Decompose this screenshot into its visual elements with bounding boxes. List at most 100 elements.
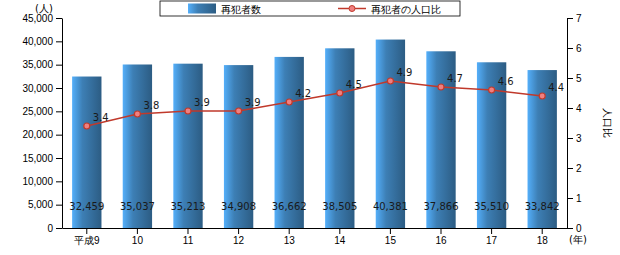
tick: 45,000 — [22, 13, 62, 24]
tick: 2 — [567, 163, 582, 174]
tick-label: 0 — [576, 223, 582, 234]
tick-mark — [567, 48, 573, 49]
data-label: 4.9 — [396, 67, 412, 78]
marker — [539, 93, 545, 99]
tick-label: 10 — [132, 235, 144, 246]
marker — [387, 78, 393, 84]
tick-label: 6 — [576, 43, 582, 54]
tick-label: 平成9 — [74, 235, 100, 246]
tick-label: 4 — [576, 103, 582, 114]
tick-mark — [56, 65, 62, 66]
data-label: 36,662 — [272, 201, 307, 212]
tick-mark — [390, 228, 391, 234]
marks — [72, 40, 557, 228]
tick-label: 13 — [284, 235, 296, 246]
tick: 30,000 — [22, 83, 62, 94]
tick-label: 40,000 — [22, 36, 53, 47]
tick: 0 — [567, 223, 582, 234]
tick: 3 — [567, 133, 582, 144]
tick-label: 20,000 — [22, 129, 53, 140]
tick: 18 — [537, 228, 549, 246]
data-label: 4.7 — [447, 73, 463, 84]
tick-label: 15,000 — [22, 153, 53, 164]
marker — [236, 108, 242, 114]
marker — [134, 111, 140, 117]
tick-label: 10,000 — [22, 176, 53, 187]
tick: 14 — [334, 228, 346, 246]
data-label: 4.2 — [295, 88, 311, 99]
data-label: 4.6 — [498, 76, 514, 87]
tick-label: 14 — [334, 235, 346, 246]
marker — [489, 87, 495, 93]
tick-mark — [56, 18, 62, 19]
marker — [438, 84, 444, 90]
tick-mark — [567, 138, 573, 139]
tick-label: 5,000 — [28, 199, 53, 210]
chart: 0 5,000 10,000 15,000 20,000 25,000 30,000 35,0… — [0, 0, 620, 255]
tick-mark — [56, 205, 62, 206]
legend-marker — [349, 6, 355, 12]
tick-mark — [56, 158, 62, 159]
y2-axis-line — [567, 19, 568, 229]
data-label: 32,459 — [69, 201, 104, 212]
tick: 4 — [567, 103, 582, 114]
tick-mark — [441, 228, 442, 234]
data-label: 3.4 — [93, 112, 109, 123]
tick-label: 30,000 — [22, 83, 53, 94]
tick: 平成9 — [74, 228, 100, 246]
tick: 11 — [183, 228, 194, 246]
tick: 25,000 — [22, 106, 62, 117]
tick-mark — [56, 228, 62, 229]
data-label: 37,866 — [424, 201, 459, 212]
data-label: 4.5 — [346, 79, 362, 90]
data-label: 40,381 — [373, 201, 408, 212]
tick: 15 — [385, 228, 397, 246]
tick-mark — [56, 41, 62, 42]
line — [87, 81, 542, 126]
tick: 12 — [233, 228, 245, 246]
tick: 20,000 — [22, 129, 62, 140]
tick-label: 11 — [183, 235, 194, 246]
data-label: 35,213 — [170, 201, 205, 212]
tick: 40,000 — [22, 36, 62, 47]
data-label: 3.8 — [143, 100, 159, 111]
plot: 0 5,000 10,000 15,000 20,000 25,000 30,000 35,0… — [22, 13, 582, 246]
tick-label: 1 — [576, 193, 582, 204]
tick: 13 — [284, 228, 296, 246]
data-label: 3.9 — [194, 97, 210, 108]
x-axis-title: (年) — [569, 234, 587, 245]
tick-label: 35,000 — [22, 59, 53, 70]
y-axis: 0 5,000 10,000 15,000 20,000 25,000 30,000 35,0… — [22, 13, 62, 234]
data-label: 4.4 — [548, 82, 564, 93]
x-axis: 平成9101112131415161718 — [63, 228, 568, 246]
tick-mark — [56, 181, 62, 182]
tick-mark — [187, 228, 188, 234]
tick-mark — [56, 111, 62, 112]
marker — [185, 108, 191, 114]
legend-swatch — [188, 4, 216, 14]
tick: 0 — [47, 223, 62, 234]
tick: 16 — [435, 228, 447, 246]
data-labels: 32,45935,03735,21334,90836,66238,50540,3… — [69, 67, 564, 212]
tick-label: 16 — [435, 235, 447, 246]
legend-frame — [160, 1, 460, 16]
tick: 1 — [567, 193, 582, 204]
tick-label: 5 — [576, 73, 582, 84]
tick: 5,000 — [28, 199, 62, 210]
tick-mark — [339, 228, 340, 234]
tick: 7 — [567, 13, 582, 24]
data-label: 35,510 — [474, 201, 509, 212]
tick-mark — [567, 18, 573, 19]
tick-label: 7 — [576, 13, 582, 24]
tick-mark — [567, 198, 573, 199]
tick-mark — [56, 135, 62, 136]
tick-label: 3 — [576, 133, 582, 144]
tick: 10,000 — [22, 176, 62, 187]
legend-label: 再犯者数 — [221, 4, 261, 15]
tick-label: 18 — [537, 235, 549, 246]
tick-label: 12 — [233, 235, 245, 246]
y2-axis: 0 1 2 3 4 5 6 7 — [567, 13, 582, 234]
tick: 6 — [567, 43, 582, 54]
tick-mark — [289, 228, 290, 234]
data-label: 3.9 — [245, 97, 261, 108]
